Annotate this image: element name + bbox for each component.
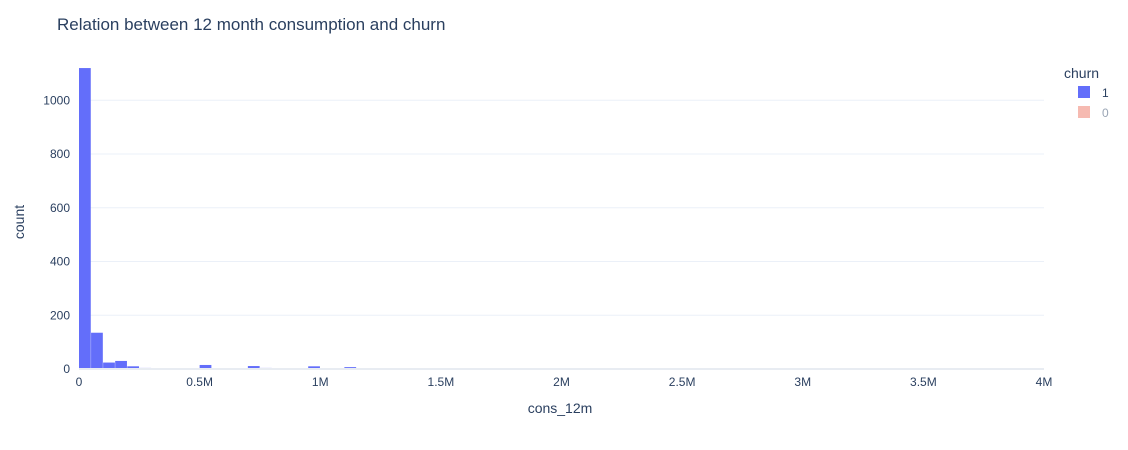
y-tick-label: 1000 [43, 93, 70, 107]
legend-item-0[interactable]: 0 [1078, 106, 1109, 120]
histogram-bar[interactable] [115, 360, 127, 369]
chart-title: Relation between 12 month consumption an… [57, 15, 445, 34]
histogram-bar[interactable] [79, 68, 91, 370]
histogram-bar[interactable] [91, 332, 103, 369]
histogram-bar[interactable] [199, 364, 212, 369]
x-tick-label: 1M [312, 375, 329, 389]
legend-label-0: 0 [1102, 106, 1109, 120]
y-tick-label: 800 [50, 147, 70, 161]
x-tick-label: 3.5M [910, 375, 937, 389]
legend-item-1[interactable]: 1 [1078, 86, 1109, 100]
y-tick-label: 400 [50, 255, 70, 269]
x-tick-label: 3M [794, 375, 811, 389]
legend-swatch-0 [1078, 106, 1090, 118]
y-tick-label: 0 [63, 362, 70, 376]
x-tick-label: 2.5M [669, 375, 696, 389]
y-axis-title: count [11, 205, 27, 239]
y-tick-label: 600 [50, 201, 70, 215]
legend: churn 1 0 [1064, 65, 1109, 120]
x-tick-labels: 0 0.5M 1M 1.5M 2M 2.5M 3M 3.5M 4M [76, 375, 1053, 389]
histogram-bar[interactable] [103, 362, 115, 369]
legend-title: churn [1064, 65, 1099, 81]
bars [79, 68, 441, 370]
x-tick-label: 4M [1036, 375, 1053, 389]
x-axis-title: cons_12m [528, 400, 593, 416]
histogram-bar[interactable] [308, 366, 320, 369]
legend-swatch-1 [1078, 86, 1090, 98]
gridlines [79, 99, 1044, 316]
x-tick-label: 0.5M [186, 375, 213, 389]
x-tick-label: 2M [553, 375, 570, 389]
histogram-bar[interactable] [127, 366, 140, 369]
x-tick-label: 1.5M [428, 375, 455, 389]
y-tick-label: 200 [50, 308, 70, 322]
x-tick-label: 0 [76, 375, 83, 389]
histogram-bar[interactable] [247, 366, 260, 369]
legend-label-1: 1 [1102, 86, 1109, 100]
y-tick-labels: 0 200 400 600 800 1000 [43, 93, 70, 376]
